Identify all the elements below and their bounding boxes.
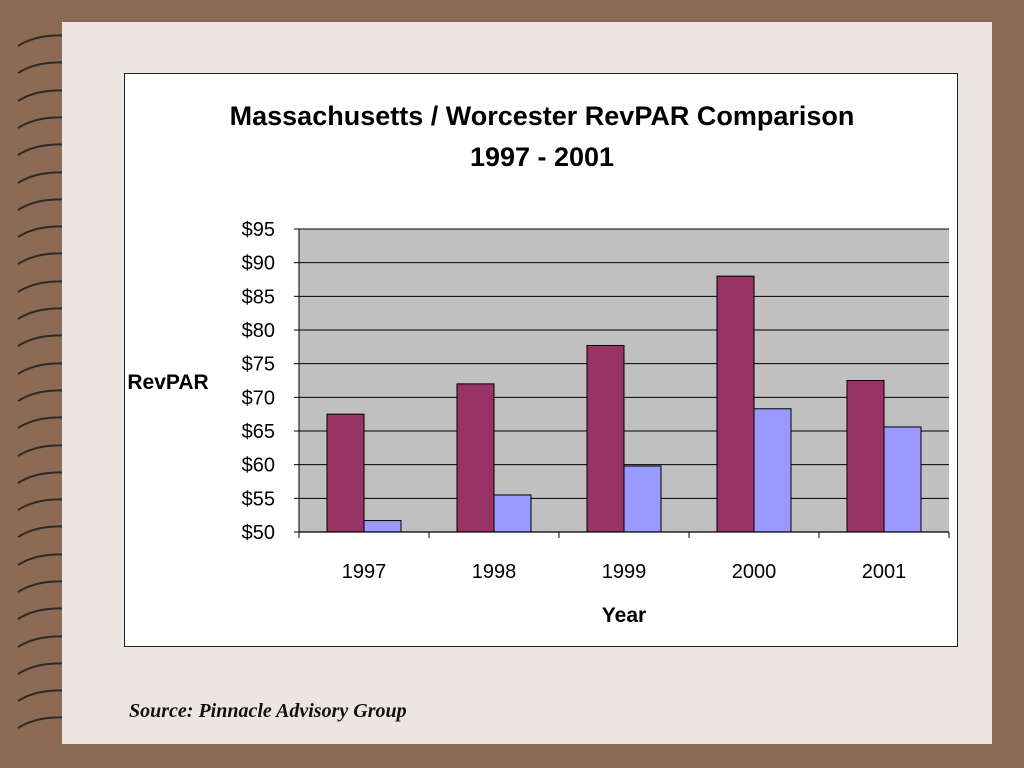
y-tick-label: $55 — [242, 488, 275, 510]
y-tick-label: $50 — [242, 522, 275, 544]
y-tick-label: $95 — [242, 219, 275, 241]
bar — [363, 520, 402, 533]
y-tick-label: $75 — [242, 354, 275, 376]
chart-frame: Massachusetts / Worcester RevPAR Compari… — [124, 73, 958, 647]
bar — [716, 275, 755, 533]
x-tick-label: 1999 — [602, 561, 647, 583]
bar — [883, 426, 922, 533]
chart-title: Massachusetts / Worcester RevPAR Compari… — [230, 101, 855, 131]
bar-chart: Massachusetts / Worcester RevPAR Compari… — [127, 101, 950, 627]
x-tick-label: 1997 — [342, 561, 387, 583]
bar — [846, 380, 885, 533]
y-tick-label: $70 — [242, 387, 275, 409]
source-note: Source: Pinnacle Advisory Group — [129, 700, 407, 722]
bar — [623, 465, 662, 533]
x-tick-label: 2001 — [862, 561, 907, 583]
x-axis-title: Year — [602, 604, 646, 627]
y-tick-label: $90 — [242, 253, 275, 275]
chart-subtitle: 1997 - 2001 — [470, 142, 614, 172]
x-tick-label: 1998 — [472, 561, 517, 583]
y-tick-label: $60 — [242, 455, 275, 477]
axes: $50 $55 $60 $65 $70 $75 $80 $85 $90 $95 1997 1998 19… — [242, 219, 950, 583]
y-tick-label: $80 — [242, 320, 275, 342]
y-tick-label: $85 — [242, 286, 275, 308]
bar — [753, 408, 792, 533]
y-tick-label: $65 — [242, 421, 275, 443]
bar — [493, 494, 532, 533]
y-axis-title: RevPAR — [127, 371, 208, 394]
bar — [326, 413, 365, 533]
x-tick-label: 2000 — [732, 561, 777, 583]
bar — [456, 383, 495, 533]
bar — [586, 344, 625, 533]
